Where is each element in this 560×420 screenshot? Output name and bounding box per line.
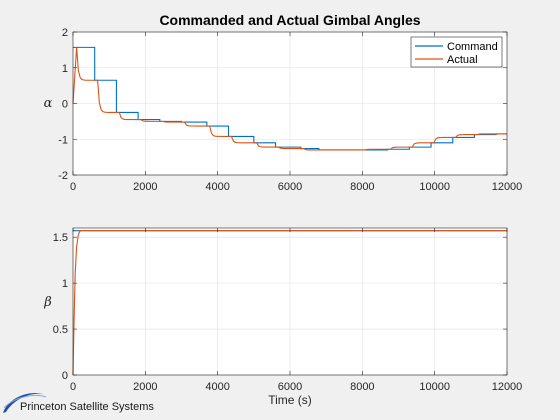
alpha-y-tick-label: 1 <box>62 63 68 75</box>
legend-box <box>410 36 503 68</box>
beta-x-tick-label: 0 <box>70 381 76 393</box>
alpha-x-tick-label: 8000 <box>350 181 374 193</box>
beta-series-actual-line <box>72 230 507 376</box>
x-axis-label: Time (s) <box>268 393 312 407</box>
beta-y-tick-label: 1.5 <box>53 232 68 244</box>
beta-x-tick-label: 10000 <box>419 381 450 393</box>
logo-text: Princeton Satellite Systems <box>20 401 154 413</box>
logo-orbit-icon <box>3 394 47 409</box>
chart-title: Commanded and Actual Gimbal Angles <box>159 12 420 28</box>
beta-y-tick-label: 0.5 <box>53 324 68 336</box>
alpha-series-actual-line <box>72 47 507 151</box>
alpha-y-tick-label: 0 <box>62 99 68 111</box>
beta-x-tick-label: 2000 <box>133 381 157 393</box>
axes-alpha-ticks: 0 2000 4000 6000 8000 10000 12000 -2 -1 0 1 2 <box>58 27 522 193</box>
alpha-x-tick-label: 0 <box>70 181 76 193</box>
beta-y-tick-label: 1 <box>62 278 68 290</box>
alpha-y-tick-label: 2 <box>62 27 68 39</box>
beta-x-tick-label: 6000 <box>278 381 302 393</box>
y-axis-label-beta: β <box>43 295 52 310</box>
axes-beta-ticks: 0 2000 4000 6000 8000 10000 12000 0 0.5 1 1.5 <box>53 228 523 393</box>
alpha-x-tick-label: 2000 <box>133 181 157 193</box>
alpha-x-tick-label: 6000 <box>278 181 302 193</box>
alpha-y-tick-label: -2 <box>58 170 68 182</box>
legend-label-actual: Actual <box>447 54 478 66</box>
legend-label-command: Command <box>447 41 498 53</box>
axes-beta: 0 2000 4000 6000 8000 10000 12000 0 0.5 1 1.5 β Ti… <box>43 227 523 407</box>
company-logo: Princeton Satellite Systems <box>3 392 154 413</box>
alpha-x-tick-label: 10000 <box>419 181 450 193</box>
alpha-y-tick-label: -1 <box>58 134 68 146</box>
y-axis-label-alpha: α <box>44 96 53 111</box>
legend: Command Actual <box>410 36 503 68</box>
beta-y-tick-label: 0 <box>62 370 68 382</box>
axes-alpha-plot-lines <box>72 46 507 151</box>
axes-alpha: 0 2000 4000 6000 8000 10000 12000 -2 -1 0 1 2 Comma… <box>44 12 523 193</box>
beta-x-tick-label: 12000 <box>492 381 523 393</box>
beta-x-tick-label: 8000 <box>350 381 374 393</box>
beta-x-tick-label: 4000 <box>205 381 229 393</box>
alpha-x-tick-label: 4000 <box>205 181 229 193</box>
alpha-x-tick-label: 12000 <box>492 181 523 193</box>
